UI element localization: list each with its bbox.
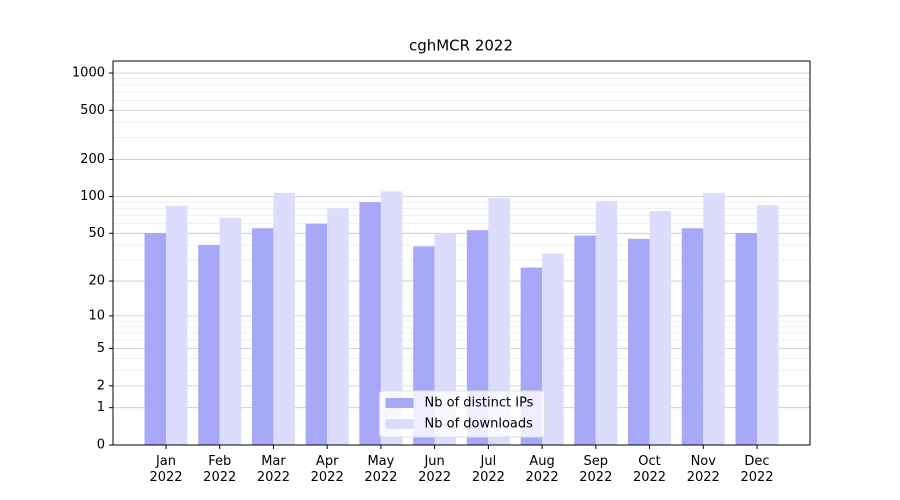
y-tick-label: 10	[88, 308, 105, 323]
x-tick-label: Feb 2022	[203, 454, 236, 485]
y-tick-label: 100	[80, 189, 105, 204]
bar	[198, 245, 220, 445]
x-tick-label: Oct 2022	[633, 454, 666, 485]
y-tick-label: 50	[88, 226, 105, 241]
bar	[251, 228, 274, 445]
bar	[595, 200, 618, 445]
x-tick-label: Jul 2022	[472, 454, 505, 485]
x-tick-label: Aug 2022	[526, 454, 559, 485]
y-tick-label: 0	[97, 438, 105, 453]
legend-label: Nb of downloads	[425, 417, 534, 432]
x-tick-label: Jun 2022	[418, 454, 451, 485]
bar	[628, 238, 650, 445]
legend-box	[379, 390, 545, 438]
chart-title: cghMCR 2022	[409, 37, 513, 55]
plot-frame	[112, 60, 811, 446]
y-tick-label: 2	[97, 378, 105, 393]
bar	[380, 191, 403, 445]
y-tick-label: 5	[97, 341, 105, 356]
bar	[305, 223, 328, 445]
legend-swatch	[385, 398, 414, 408]
x-tick-label: Jan 2022	[149, 454, 182, 485]
y-tick-label: 200	[80, 152, 105, 167]
bar	[703, 192, 725, 445]
x-tick-label: May 2022	[364, 454, 397, 485]
bar	[681, 228, 704, 445]
bar	[649, 211, 672, 445]
x-tick-label: Apr 2022	[311, 454, 344, 485]
bar	[542, 253, 564, 445]
bar	[488, 198, 510, 445]
x-tick-label: Mar 2022	[257, 454, 290, 485]
bar	[327, 208, 349, 445]
bar	[219, 217, 242, 445]
legend-label: Nb of distinct IPs	[425, 396, 534, 411]
x-tick-label: Nov 2022	[687, 454, 720, 485]
bar	[144, 233, 166, 445]
x-tick-label: Sep 2022	[579, 454, 612, 485]
bar	[757, 205, 779, 445]
y-tick-label: 1000	[72, 66, 105, 81]
bar	[166, 205, 188, 445]
y-tick-label: 1	[97, 400, 105, 415]
bar	[735, 233, 757, 445]
bar	[574, 235, 596, 445]
y-tick-label: 500	[80, 103, 105, 118]
x-tick-label: Dec 2022	[740, 454, 773, 485]
legend-swatch	[385, 419, 414, 429]
bar	[273, 192, 295, 445]
bar	[359, 202, 381, 445]
y-tick-label: 20	[88, 274, 105, 289]
